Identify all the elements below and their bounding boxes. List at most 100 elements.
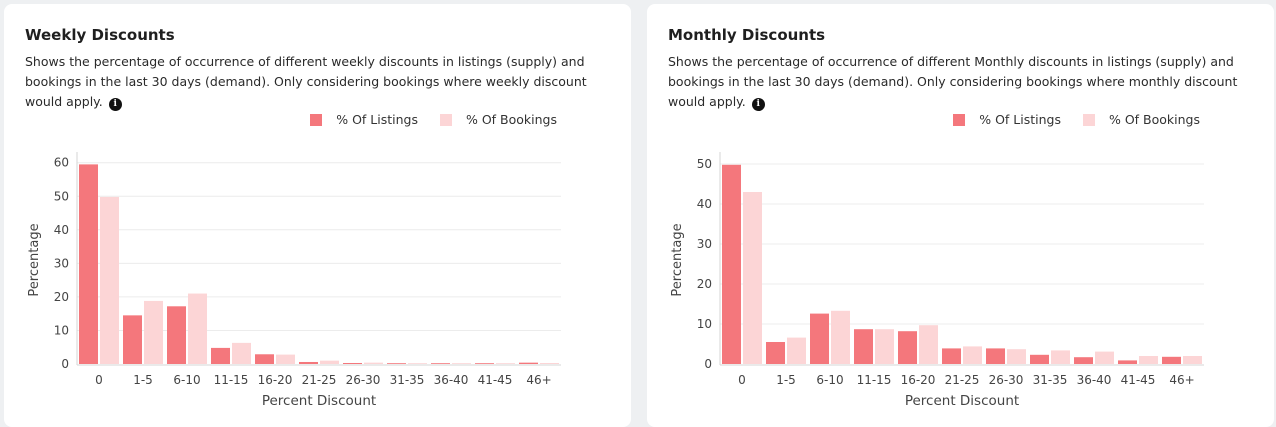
y-tick-label: 0: [704, 357, 712, 371]
y-tick-label: 10: [54, 323, 69, 337]
bar-bookings: [144, 300, 163, 364]
bar-bookings: [1139, 356, 1158, 364]
chart-legend: % Of Listings % Of Bookings: [931, 112, 1200, 127]
bar-listings: [898, 331, 917, 364]
x-axis-label: Percent Discount: [262, 393, 376, 409]
legend-swatch-listings: [310, 113, 323, 126]
bar-listings: [475, 363, 494, 364]
bar-bookings: [232, 342, 251, 364]
bar-bookings: [1051, 350, 1070, 364]
info-icon[interactable]: i: [108, 98, 122, 111]
monthly-discounts-chart: 0 10 20 30 40 50 Percentage 0 1-5 6-10 11-15 16-20 2…: [670, 152, 1204, 409]
card-title: Monthly Discounts: [668, 26, 826, 44]
chart-legend: % Of Listings % Of Bookings: [288, 112, 557, 127]
x-tick-label: 31-35: [1033, 373, 1068, 387]
y-tick-label: 20: [697, 277, 712, 291]
bar-listings: [1118, 360, 1137, 364]
legend-item-listings[interactable]: % Of Listings: [953, 112, 1061, 127]
bar-listings: [854, 329, 873, 364]
bar-listings: [343, 362, 362, 364]
x-tick-label: 6-10: [173, 373, 200, 387]
x-tick-label: 11-15: [214, 373, 249, 387]
bar-listings: [766, 342, 785, 364]
y-tick-label: 50: [697, 157, 712, 171]
bar-listings: [387, 363, 406, 364]
monthly-discounts-card: Monthly Discounts Shows the percentage o…: [647, 4, 1274, 427]
x-tick-label: 6-10: [816, 373, 843, 387]
x-tick-label: 26-30: [346, 373, 381, 387]
bar-bookings: [831, 310, 850, 364]
bar-bookings: [452, 363, 471, 364]
y-tick-label: 30: [697, 237, 712, 251]
x-tick-label: 36-40: [434, 373, 469, 387]
x-tick-label: 11-15: [857, 373, 892, 387]
y-tick-label: 60: [54, 156, 69, 170]
weekly-discounts-card: Weekly Discounts Shows the percentage of…: [4, 4, 631, 427]
bar-listings: [1162, 356, 1181, 364]
legend-swatch-bookings: [439, 113, 452, 126]
bar-bookings: [743, 192, 762, 364]
legend-item-bookings[interactable]: % Of Bookings: [1082, 112, 1200, 127]
bar-bookings: [1007, 349, 1026, 364]
x-tick-label: 0: [738, 373, 746, 387]
bar-listings: [986, 348, 1005, 364]
bar-listings: [211, 347, 230, 364]
y-tick-label: 20: [54, 290, 69, 304]
x-tick-label: 46+: [1169, 373, 1194, 387]
x-tick-label: 16-20: [258, 373, 293, 387]
y-tick-label: 30: [54, 256, 69, 270]
y-tick-label: 0: [61, 357, 69, 371]
bar-listings: [1030, 354, 1049, 364]
x-tick-label: 21-25: [302, 373, 337, 387]
bar-bookings: [100, 196, 119, 364]
bar-listings: [722, 164, 741, 364]
card-description: Shows the percentage of occurrence of di…: [25, 52, 615, 112]
x-tick-label: 1-5: [133, 373, 153, 387]
x-tick-label: 41-45: [1121, 373, 1156, 387]
x-axis-label: Percent Discount: [905, 393, 1019, 409]
legend-swatch-bookings: [1082, 113, 1095, 126]
x-tick-label: 26-30: [989, 373, 1024, 387]
legend-label-listings: % Of Listings: [979, 112, 1061, 127]
y-tick-label: 40: [697, 197, 712, 211]
bar-bookings: [875, 329, 894, 364]
card-title: Weekly Discounts: [25, 26, 175, 44]
bar-bookings: [408, 363, 427, 364]
x-tick-label: 31-35: [390, 373, 425, 387]
description-text: Shows the percentage of occurrence of di…: [668, 54, 1238, 109]
bar-bookings: [496, 363, 515, 364]
bar-bookings: [787, 337, 806, 364]
bar-listings: [519, 362, 538, 364]
bar-listings: [123, 315, 142, 364]
legend-swatch-listings: [953, 113, 966, 126]
legend-label-bookings: % Of Bookings: [1108, 112, 1200, 127]
legend-item-bookings[interactable]: % Of Bookings: [439, 112, 557, 127]
y-tick-label: 10: [697, 317, 712, 331]
bar-listings: [942, 348, 961, 364]
bar-listings: [1074, 357, 1093, 364]
bar-listings: [255, 354, 274, 364]
bar-listings: [299, 361, 318, 364]
x-tick-label: 36-40: [1077, 373, 1112, 387]
card-description: Shows the percentage of occurrence of di…: [668, 52, 1258, 112]
bar-listings: [167, 306, 186, 364]
bar-bookings: [919, 325, 938, 364]
y-axis-label: Percentage: [27, 223, 42, 296]
x-tick-label: 1-5: [776, 373, 796, 387]
y-tick-label: 40: [54, 223, 69, 237]
y-tick-label: 50: [54, 189, 69, 203]
bar-bookings: [320, 360, 339, 364]
bar-listings: [79, 164, 98, 364]
info-icon[interactable]: i: [751, 98, 765, 111]
bar-bookings: [1095, 351, 1114, 364]
y-axis-label: Percentage: [670, 223, 685, 296]
x-tick-label: 41-45: [478, 373, 513, 387]
bar-listings: [431, 363, 450, 364]
legend-item-listings[interactable]: % Of Listings: [310, 112, 418, 127]
legend-label-listings: % Of Listings: [336, 112, 418, 127]
x-tick-label: 16-20: [901, 373, 936, 387]
bar-bookings: [188, 293, 207, 364]
bar-bookings: [540, 362, 559, 364]
x-tick-label: 46+: [526, 373, 551, 387]
x-tick-label: 0: [95, 373, 103, 387]
